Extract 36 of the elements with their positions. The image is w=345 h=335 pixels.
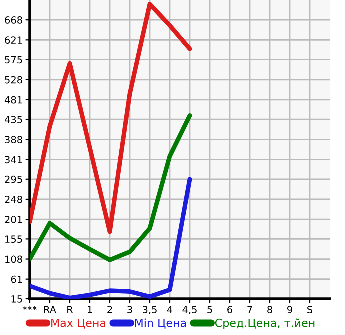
line-series — [30, 177, 192, 299]
y-tick-label: 295 — [5, 176, 22, 184]
x-tick-label: 4,5 — [182, 306, 197, 314]
y-tick-label: 248 — [5, 196, 22, 204]
y-tick-label: 108 — [6, 256, 22, 264]
y-tick-label: 341 — [5, 156, 22, 164]
x-tick-label: R — [68, 306, 74, 314]
y-tick-label: 201 — [5, 216, 22, 224]
x-tick-label: 1 — [88, 306, 92, 314]
legend-label: Сред.Цена, т.йен — [215, 318, 315, 330]
x-tick-label: 5 — [208, 306, 212, 314]
x-tick-label: RA — [44, 306, 56, 314]
y-tick-label: 481 — [4, 96, 22, 104]
y-tick-label: 61 — [11, 276, 22, 284]
legend-label: Min Цена — [135, 318, 186, 329]
x-tick-label: 8 — [268, 306, 272, 314]
line-series — [30, 114, 192, 262]
y-tick-label: 621 — [5, 36, 22, 44]
y-tick-label: 15 — [12, 296, 22, 303]
y-tick-label: 388 — [5, 136, 22, 144]
x-tick-label: 3 — [128, 306, 132, 314]
y-tick-label: 435 — [4, 116, 22, 124]
line-series — [30, 2, 192, 234]
x-tick-label: 3,5 — [143, 306, 157, 314]
x-tick-label: 6 — [228, 306, 232, 314]
y-tick-label: 575 — [5, 56, 22, 64]
x-tick-label: 2 — [108, 306, 112, 314]
y-tick-label: 155 — [6, 236, 22, 244]
x-tick-label: S — [308, 306, 313, 314]
legend-label: Max Цена — [52, 319, 106, 329]
y-tick-label: 528 — [5, 76, 22, 84]
x-tick-label: 7 — [248, 306, 252, 314]
x-tick-label: *** — [23, 306, 37, 311]
x-tick-label: 4 — [167, 306, 173, 314]
y-tick-label: 668 — [5, 16, 22, 24]
x-tick-label: 9 — [288, 306, 292, 314]
